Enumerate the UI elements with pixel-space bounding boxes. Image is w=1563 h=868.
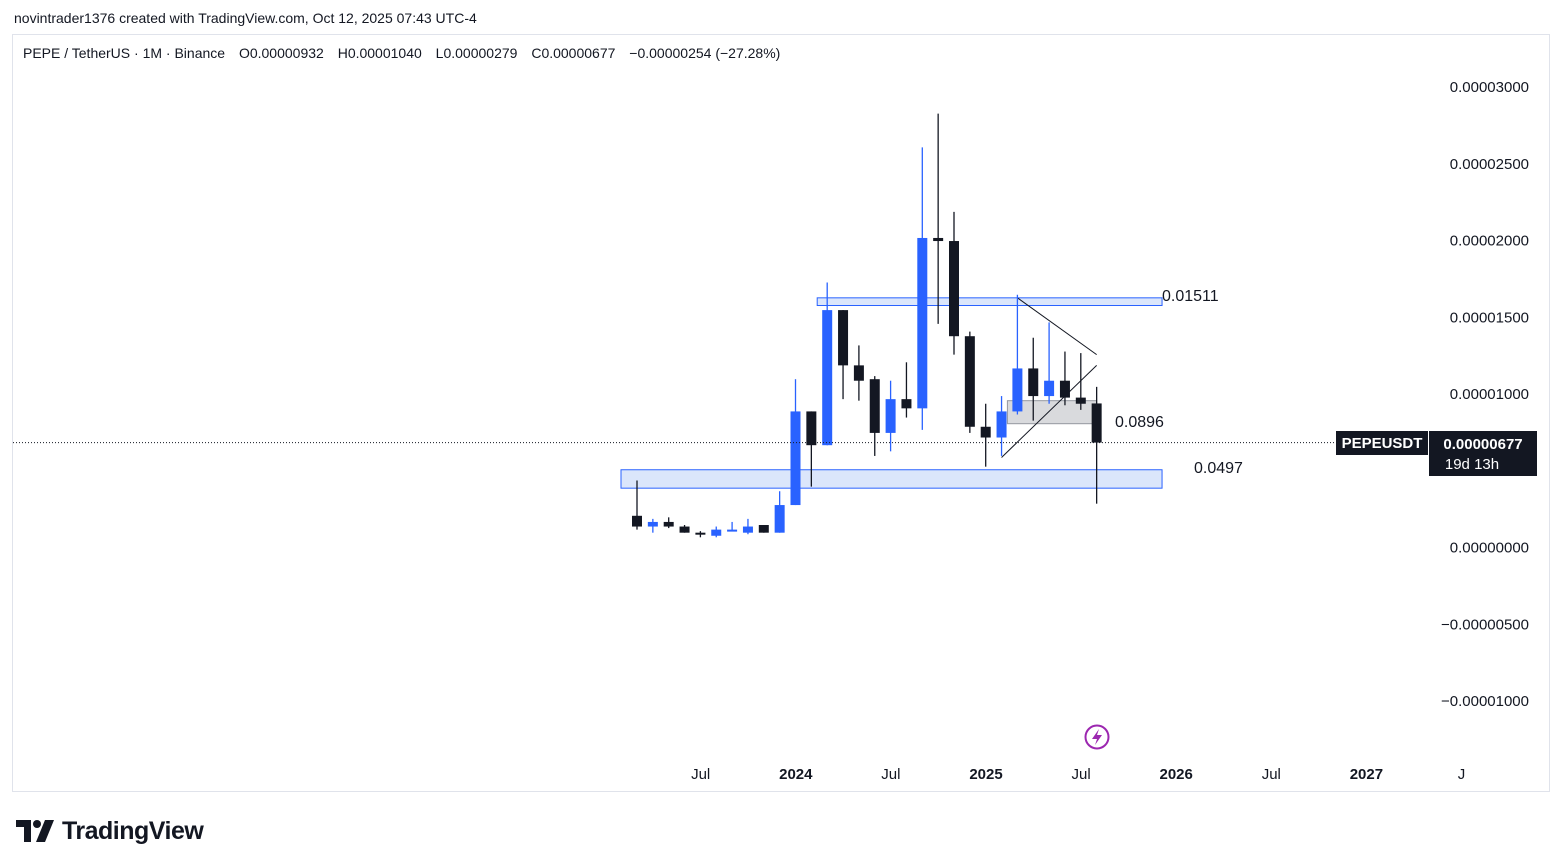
price-axis[interactable]: 0.00003000 0.00002500 0.00002000 0.00001500…: [1441, 79, 1529, 710]
candle-body: [1028, 368, 1039, 397]
candle-body: [917, 237, 928, 409]
candle-body: [838, 310, 849, 366]
y-tick-label: −0.00000500: [1441, 616, 1529, 633]
candle-body: [964, 336, 975, 427]
y-tick-label: 0.00002500: [1450, 156, 1529, 173]
candle-body: [1075, 397, 1086, 404]
candle-body: [647, 521, 658, 527]
candle-body: [1091, 403, 1102, 443]
legend-change: −0.00000254 (−27.28%): [629, 45, 781, 61]
candle-body: [996, 411, 1007, 438]
x-tick-label: Jul: [1072, 766, 1091, 783]
price-tag-bg: [1429, 431, 1537, 476]
candle-body: [1059, 380, 1070, 398]
zone-label-mid: 0.0896: [1115, 414, 1164, 431]
zone-rect: [620, 469, 1163, 489]
legend-low: L0.00000279: [435, 45, 518, 61]
candle-body: [727, 529, 738, 532]
candle-body: [806, 411, 817, 446]
candle-body: [679, 526, 690, 533]
chart-frame[interactable]: [12, 34, 1550, 792]
zone-label-top: 0.01511: [1162, 288, 1219, 305]
y-tick-label: 0.00001500: [1450, 309, 1529, 326]
price-tag-value: 0.00000677: [1443, 436, 1522, 453]
tradingview-logo[interactable]: TradingView: [16, 816, 204, 846]
tradingview-logo-text: TradingView: [62, 816, 204, 845]
y-tick-label: 0.00000000: [1450, 540, 1529, 557]
ticker-tag-label: PEPEUSDT: [1342, 435, 1423, 452]
candle-body: [774, 505, 785, 533]
candle-body: [1044, 380, 1055, 397]
attribution-text: novintrader1376 created with TradingView…: [14, 10, 477, 26]
y-tick-label: −0.00001000: [1441, 693, 1529, 710]
candle-body: [632, 515, 642, 527]
y-tick-label: 0.00001000: [1450, 386, 1529, 403]
candle-body: [1012, 368, 1023, 412]
legend-close: C0.00000677: [531, 45, 616, 61]
candle-body: [663, 521, 674, 527]
candle-body: [711, 529, 722, 536]
candle-body: [869, 379, 880, 433]
candle-body: [901, 399, 912, 409]
ticker-tag-bg: [1336, 431, 1428, 455]
y-tick-label: 0.00003000: [1450, 79, 1529, 96]
x-tick-label: 2026: [1160, 766, 1193, 783]
zone-layer: [620, 297, 1163, 489]
candle-body: [980, 426, 991, 438]
x-tick-label: 2024: [779, 766, 813, 783]
candle-body: [933, 237, 944, 242]
candle-body: [695, 532, 706, 535]
candle-layer: [632, 113, 1102, 538]
zone-label-layer: 0.01511 0.0896 0.0497: [1115, 288, 1243, 477]
trendline: [1017, 297, 1097, 356]
price-tag-countdown: 19d 13h: [1445, 456, 1499, 473]
x-tick-label: Jul: [1262, 766, 1281, 783]
x-tick-label: Jul: [691, 766, 710, 783]
x-tick-label: 2025: [969, 766, 1002, 783]
candle-body: [742, 526, 753, 533]
candle-body: [822, 310, 833, 446]
candle-body: [790, 411, 801, 506]
y-tick-label: 0.00002000: [1450, 233, 1529, 250]
symbol-legend: PEPE / TetherUS · 1M · Binance O0.000009…: [23, 45, 790, 61]
legend-open: O0.00000932: [238, 45, 324, 61]
x-tick-label: 2027: [1350, 766, 1383, 783]
candle-body: [758, 525, 769, 533]
legend-high: H0.00001040: [337, 45, 422, 61]
candle-body: [949, 241, 959, 337]
candle-body: [853, 365, 864, 381]
x-tick-label: J: [1458, 766, 1466, 783]
zone-label-bottom: 0.0497: [1194, 460, 1243, 477]
x-tick-label: Jul: [881, 766, 900, 783]
price-tag[interactable]: PEPEUSDT 0.00000677 19d 13h: [1336, 431, 1537, 476]
zone-rect: [816, 297, 1163, 307]
time-axis[interactable]: Jul 2024 Jul 2025 Jul 2026 Jul 2027 J: [691, 766, 1465, 783]
legend-symbol[interactable]: PEPE / TetherUS · 1M · Binance: [23, 45, 226, 61]
candle-body: [885, 399, 896, 433]
tradingview-logo-icon: [16, 820, 54, 842]
lightning-icon[interactable]: [1084, 724, 1110, 750]
